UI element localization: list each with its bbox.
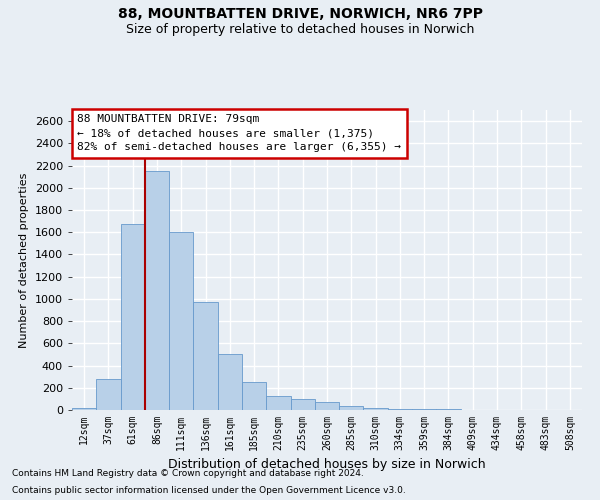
Bar — [388, 409, 412, 410]
Bar — [339, 406, 364, 410]
Text: Size of property relative to detached houses in Norwich: Size of property relative to detached ho… — [126, 22, 474, 36]
Text: Contains HM Land Registry data © Crown copyright and database right 2024.: Contains HM Land Registry data © Crown c… — [12, 468, 364, 477]
Bar — [290, 399, 315, 410]
Bar — [266, 396, 290, 410]
Bar — [121, 224, 145, 410]
Bar — [315, 402, 339, 410]
Text: Contains public sector information licensed under the Open Government Licence v3: Contains public sector information licen… — [12, 486, 406, 495]
Bar — [72, 408, 96, 410]
Bar — [169, 232, 193, 410]
X-axis label: Distribution of detached houses by size in Norwich: Distribution of detached houses by size … — [168, 458, 486, 471]
Text: 88, MOUNTBATTEN DRIVE, NORWICH, NR6 7PP: 88, MOUNTBATTEN DRIVE, NORWICH, NR6 7PP — [118, 8, 482, 22]
Bar — [145, 171, 169, 410]
Y-axis label: Number of detached properties: Number of detached properties — [19, 172, 29, 348]
Bar — [364, 408, 388, 410]
Bar — [218, 354, 242, 410]
Bar — [96, 380, 121, 410]
Bar — [242, 382, 266, 410]
Bar — [193, 302, 218, 410]
Text: 88 MOUNTBATTEN DRIVE: 79sqm
← 18% of detached houses are smaller (1,375)
82% of : 88 MOUNTBATTEN DRIVE: 79sqm ← 18% of det… — [77, 114, 401, 152]
